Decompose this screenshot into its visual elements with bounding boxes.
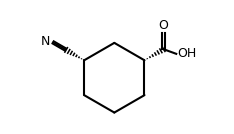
Text: N: N (41, 35, 50, 48)
Text: O: O (159, 18, 168, 32)
Text: OH: OH (177, 47, 197, 60)
